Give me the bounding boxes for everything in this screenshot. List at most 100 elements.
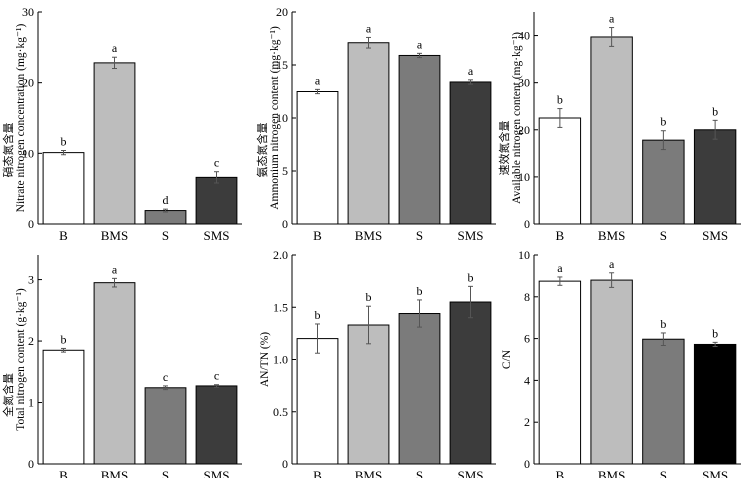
y-tick-label: 2 <box>28 334 34 348</box>
significance-label: a <box>609 257 615 271</box>
y-tick-label: 10 <box>518 248 530 262</box>
error-bar <box>61 150 66 156</box>
error-bar <box>315 88 320 95</box>
error-bar <box>417 52 422 59</box>
y-tick-label: 30 <box>518 76 530 90</box>
category-label: BMS <box>355 228 382 243</box>
error-bar <box>712 341 718 348</box>
y-tick-label: 0 <box>28 217 34 231</box>
category-label: S <box>416 468 423 478</box>
panel-total: 0 1 2 3 b Ba BMS c Sc SMS 全氮含量 Total nitrogen conte… <box>1 255 242 478</box>
bar-bms <box>590 36 633 225</box>
category-label: SMS <box>203 468 229 478</box>
error-bar <box>557 108 563 128</box>
category-label: BMS <box>101 468 128 478</box>
significance-label: b <box>315 308 321 322</box>
bar-bms <box>590 279 633 465</box>
bar-s <box>642 139 685 225</box>
category-label: B <box>556 228 565 243</box>
bar-b <box>296 338 339 465</box>
significance-label: b <box>61 135 67 149</box>
category-label: B <box>313 228 322 243</box>
bar-sms <box>693 129 737 225</box>
significance-label: a <box>417 37 423 51</box>
error-bar <box>214 384 219 388</box>
category-label: SMS <box>457 228 483 243</box>
category-label: SMS <box>702 228 728 243</box>
y-tick-label: 0 <box>282 217 288 231</box>
panel-available: 0 10 20 30 40 b Ba BMS b Sb SMS 速效氮含量 Available nitr… <box>497 12 741 243</box>
panel-cn: 0 2 4 6 8 10 a Ba BMS b Sb SMS C/N <box>501 248 741 478</box>
error-bar <box>557 276 563 286</box>
y-axis-title-en: Ammonium nitrogen content (mg·kg⁻¹) <box>269 26 281 210</box>
y-tick-label: 20 <box>276 5 288 19</box>
bar-s <box>144 210 187 225</box>
significance-label: b <box>712 104 718 118</box>
significance-label: c <box>214 369 219 383</box>
y-tick-label: 1 <box>28 396 34 410</box>
y-tick-label: 0 <box>28 457 34 471</box>
bar-s <box>144 387 187 465</box>
y-tick-label: 2 <box>524 415 530 429</box>
y-axis-title-cn: 氨态氮含量 <box>255 123 269 178</box>
error-bar <box>468 285 473 319</box>
panel-an-tn: 0 0.5 1.0 1.5 2.0 b Bb BMS b Sb SMS AN/TN (%) <box>259 248 496 478</box>
significance-label: b <box>366 290 372 304</box>
significance-label: b <box>468 270 474 284</box>
error-bar <box>163 208 168 213</box>
bar-bms <box>93 62 136 225</box>
category-label: B <box>556 468 565 478</box>
category-label: SMS <box>203 228 229 243</box>
significance-label: b <box>61 332 67 346</box>
significance-label: c <box>163 370 168 384</box>
y-tick-label: 0.5 <box>273 405 288 419</box>
y-tick-label: 4 <box>524 373 530 387</box>
error-bar <box>214 171 219 184</box>
category-label: S <box>162 228 169 243</box>
y-tick-label: 1.0 <box>273 353 288 367</box>
y-tick-label: 0 <box>524 457 530 471</box>
category-label: S <box>660 468 667 478</box>
y-tick-label: 15 <box>276 58 288 72</box>
y-tick-label: 2.0 <box>273 248 288 262</box>
y-tick-label: 10 <box>22 146 34 160</box>
significance-label: b <box>417 284 423 298</box>
y-axis-title-cn: 速效氮含量 <box>497 121 511 176</box>
y-axis-title-en: Nitrate nitrogen concentration (mg·kg⁻¹) <box>15 24 27 213</box>
error-bar <box>366 36 371 49</box>
error-bar <box>712 119 718 140</box>
category-label: BMS <box>355 468 382 478</box>
error-bar <box>609 27 615 47</box>
y-tick-label: 0 <box>524 217 530 231</box>
category-label: S <box>660 228 667 243</box>
significance-label: b <box>712 326 718 340</box>
bar-b <box>42 349 85 465</box>
y-tick-label: 30 <box>22 5 34 19</box>
error-bar <box>112 277 117 288</box>
bar-b <box>538 117 582 225</box>
category-label: B <box>313 468 322 478</box>
bar-sms <box>693 343 737 465</box>
bar-s <box>398 54 441 225</box>
y-axis-title-cn: 硝态氮含量 <box>1 123 15 178</box>
error-bar <box>112 56 117 70</box>
significance-label: a <box>557 261 563 275</box>
panel-nitrate: 0 10 20 30 b Ba BMS d Sc SMS 硝态氮含量 Nitrate nitrogen… <box>1 5 242 243</box>
significance-label: a <box>609 12 615 26</box>
significance-label: a <box>112 41 118 55</box>
error-bar <box>660 130 666 151</box>
category-label: SMS <box>457 468 483 478</box>
panel-ammonium: 0 5 10 15 20 a Ba BMS a Sa SMS 氨态氮含量 Ammonium nitrog… <box>255 5 496 243</box>
y-tick-label: 20 <box>518 123 530 137</box>
bar-bms <box>93 282 136 465</box>
y-tick-label: 6 <box>524 332 530 346</box>
bar-sms <box>195 385 238 465</box>
y-axis-title-en: Total nitrogen content (g·kg⁻¹) <box>15 288 27 431</box>
bar-b <box>42 152 85 225</box>
y-axis-title-en: Available nitrogen content (mg·kg⁻¹) <box>511 32 523 204</box>
category-label: S <box>162 468 169 478</box>
y-tick-label: 3 <box>28 273 34 287</box>
category-label: S <box>416 228 423 243</box>
bar-bms <box>347 42 390 225</box>
